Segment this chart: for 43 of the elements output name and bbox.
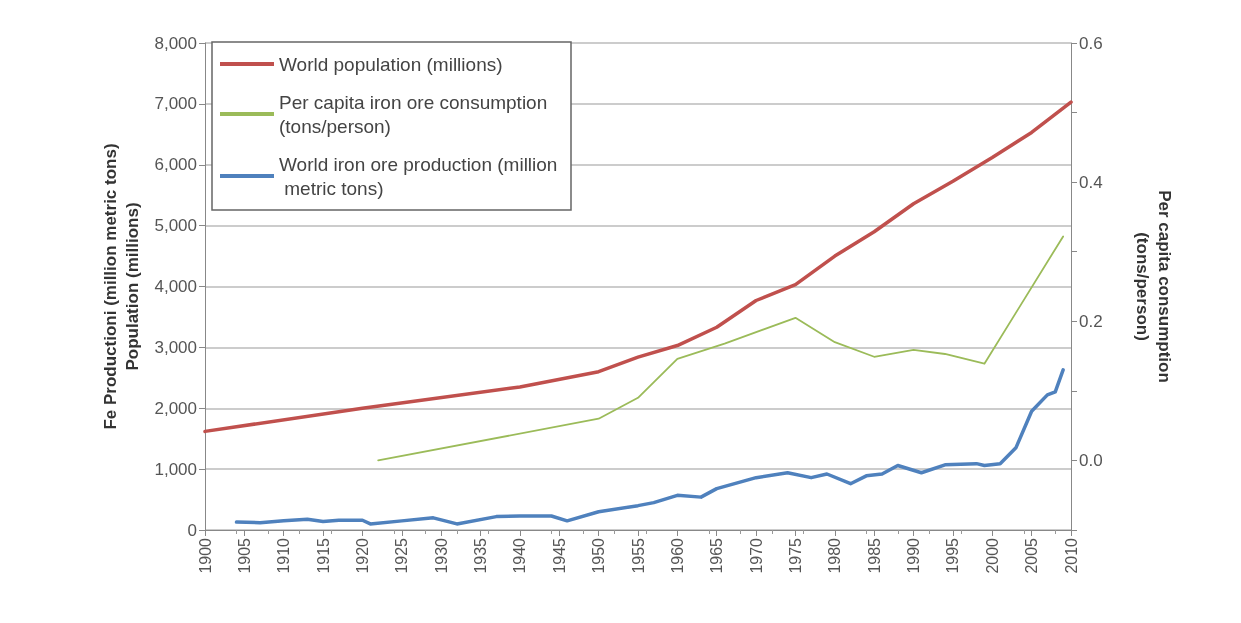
x-tick-label: 1900: [196, 537, 214, 574]
y-tick-label: 6,000: [154, 155, 197, 175]
x-tick-label: 1950: [590, 537, 608, 574]
x-tick-label: 1985: [865, 537, 883, 574]
x-tick-label: 1980: [826, 537, 844, 574]
x-tick-label: 1940: [511, 537, 529, 574]
x-tick-label: 1975: [786, 537, 804, 574]
y-axis-title: Fe Productioni (million metric tons) Population (millions): [101, 143, 143, 430]
y2-tick-label: 0.2: [1079, 311, 1103, 331]
y-tick-label: 5,000: [154, 216, 197, 236]
y2-axis-title: Per capita consumption (tons/person): [1132, 190, 1174, 383]
x-tick-label: 1945: [550, 537, 568, 574]
y-tick-label: 2,000: [154, 398, 197, 418]
x-tick-label: 1915: [314, 537, 332, 574]
x-tick-label: 1960: [668, 537, 686, 574]
y2-tick-label: 0.0: [1079, 450, 1103, 470]
x-tick-label: 1990: [905, 537, 923, 574]
x-tick-label: 2005: [1023, 537, 1041, 574]
x-tick-label: 1995: [944, 537, 962, 574]
x-tick-label: 2010: [1062, 537, 1080, 574]
x-tick-label: 1970: [747, 537, 765, 574]
x-tick-label: 1905: [235, 537, 253, 574]
x-tick-label: 1965: [708, 537, 726, 574]
line-series: [377, 235, 1065, 462]
y-tick-label: 3,000: [154, 337, 197, 357]
line-series: [234, 368, 1065, 526]
x-tick-label: 1930: [432, 537, 450, 574]
x-tick-label: 1935: [472, 537, 490, 574]
y-tick-label: 8,000: [154, 33, 197, 53]
x-tick-label: 1920: [353, 537, 371, 574]
y-tick-label: 7,000: [154, 94, 197, 114]
y-tick-label: 1,000: [154, 459, 197, 479]
legend-label: Per capita iron ore consumption (tons/person): [279, 91, 553, 137]
x-tick-label: 2000: [983, 537, 1001, 574]
x-tick-label: 1925: [393, 537, 411, 574]
y-tick-label: 0: [187, 520, 197, 540]
y2-tick-label: 0.6: [1079, 33, 1103, 53]
legend-label: World population (millions): [279, 53, 503, 75]
legend-label: World iron ore production (million metric tons): [279, 153, 558, 199]
x-tick-label: 1910: [275, 537, 293, 574]
y-tick-label: 4,000: [154, 277, 197, 296]
y2-tick-label: 0.4: [1079, 172, 1103, 192]
x-tick-label: 1955: [629, 537, 647, 574]
